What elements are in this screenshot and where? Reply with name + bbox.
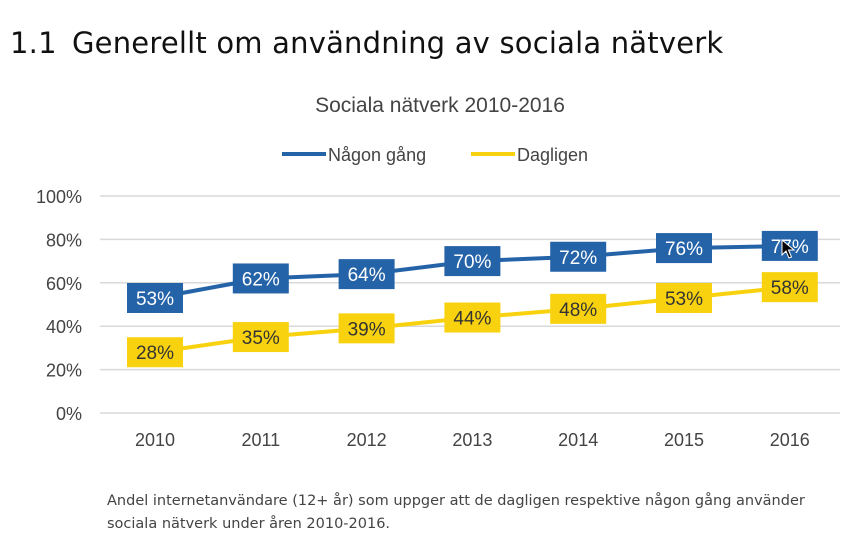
data-label: 44% bbox=[453, 309, 491, 330]
data-label-box bbox=[127, 282, 183, 313]
x-tick-label: 2015 bbox=[664, 430, 704, 450]
line-chart: Sociala nätverk 2010-2016 Någon gång Dagl… bbox=[36, 94, 840, 450]
chart-caption: Andel internetanvändare (12+ år) som upp… bbox=[107, 493, 805, 532]
data-labels: 53%62%64%70%72%76%77%28%35%39%44%48%53%5… bbox=[127, 230, 818, 368]
chart-title: Sociala nätverk 2010-2016 bbox=[315, 94, 565, 117]
data-label: 48% bbox=[559, 300, 597, 321]
x-tick-label: 2011 bbox=[241, 430, 280, 450]
data-label-box bbox=[444, 246, 501, 277]
x-axis-ticks: 2010 2011 2012 2013 2014 2015 2016 bbox=[135, 430, 810, 450]
x-tick-label: 2016 bbox=[770, 430, 810, 450]
data-label: 58% bbox=[771, 278, 809, 299]
data-label: 70% bbox=[453, 252, 491, 273]
data-label: 35% bbox=[242, 328, 280, 349]
data-label-box bbox=[550, 293, 607, 324]
section-number: 1.1 bbox=[10, 26, 57, 60]
data-label-box bbox=[338, 259, 395, 290]
data-label-box bbox=[761, 272, 818, 303]
data-label-box bbox=[232, 322, 289, 353]
data-label: 53% bbox=[136, 289, 174, 310]
legend-label: Dagligen bbox=[517, 145, 588, 165]
data-label: 53% bbox=[665, 289, 703, 310]
data-label-box bbox=[338, 313, 395, 344]
arrow-pointer-icon bbox=[781, 238, 796, 259]
x-tick-label: 2014 bbox=[558, 430, 598, 450]
legend: Någon gång Dagligen bbox=[282, 145, 588, 165]
y-tick-label: 40% bbox=[46, 317, 82, 337]
data-label-box bbox=[127, 337, 183, 368]
section-heading: 1.1 Generellt om användning av sociala nä… bbox=[10, 26, 723, 60]
y-axis-ticks: 0% 20% 40% 60% 80% 100% bbox=[36, 187, 82, 424]
data-label-box bbox=[232, 263, 289, 294]
gridlines bbox=[100, 195, 840, 414]
y-tick-label: 20% bbox=[46, 361, 82, 381]
x-tick-label: 2010 bbox=[135, 430, 175, 450]
data-label: 62% bbox=[242, 269, 280, 290]
legend-label: Någon gång bbox=[328, 145, 426, 165]
data-label: 39% bbox=[348, 319, 386, 340]
data-label-box bbox=[550, 241, 607, 272]
data-label: 28% bbox=[136, 343, 174, 364]
y-tick-label: 60% bbox=[46, 274, 82, 294]
y-tick-label: 0% bbox=[56, 404, 82, 424]
data-label: 76% bbox=[665, 239, 703, 260]
x-tick-label: 2012 bbox=[347, 430, 387, 450]
data-label-box bbox=[444, 302, 501, 333]
y-tick-label: 100% bbox=[36, 187, 82, 207]
data-label: 72% bbox=[559, 248, 597, 269]
section-title: Generellt om användning av sociala nätve… bbox=[72, 26, 724, 60]
data-label: 64% bbox=[348, 265, 386, 286]
x-tick-label: 2013 bbox=[452, 430, 492, 450]
data-label-box bbox=[656, 233, 712, 264]
data-label-box bbox=[656, 282, 712, 313]
y-tick-label: 80% bbox=[46, 230, 82, 250]
